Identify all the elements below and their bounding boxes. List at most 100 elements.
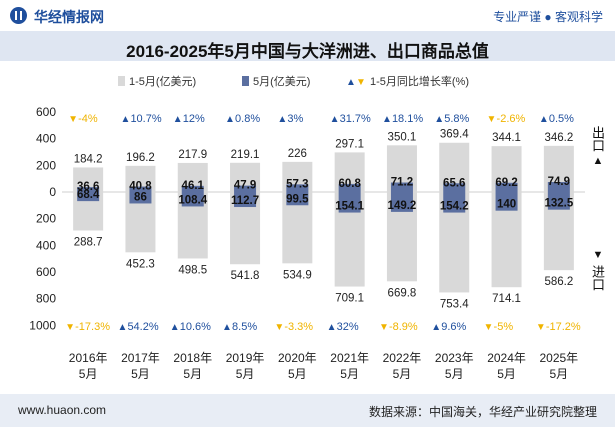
export-cumulative-label: 344.1 [492, 132, 521, 144]
export-cumulative-label: 350.1 [388, 131, 417, 143]
export-monthly-label: 57.3 [286, 178, 308, 190]
import-monthly-bar [495, 192, 518, 211]
y-tick-label: 400 [36, 132, 56, 146]
y-tick-label: 1000 [29, 318, 56, 332]
up-triangle-icon: ▲ [592, 155, 604, 167]
export-monthly-bar [286, 184, 309, 192]
y-tick-label: 800 [36, 292, 56, 306]
import-growth-label: -5% [494, 321, 514, 333]
import-monthly-bar [181, 192, 204, 207]
export-cumulative-label: 196.2 [126, 152, 155, 164]
data-source: 数据来源：中国海关，华经产业研究院整理 [368, 405, 597, 419]
category-label-year: 2021年 [330, 351, 369, 365]
category-label-month: 5月 [393, 367, 412, 381]
export-growth-label: -4% [78, 113, 98, 125]
y-tick-label: 200 [36, 158, 56, 172]
import-growth-arrow-icon: ▼ [274, 322, 284, 333]
import-growth-label: 8.5% [232, 321, 257, 333]
export-monthly-label: 74.9 [548, 176, 570, 188]
export-growth-label: 18.1% [392, 113, 423, 125]
import-monthly-label: 140 [497, 199, 516, 211]
export-growth-label: 0.8% [235, 113, 260, 125]
export-monthly-label: 36.6 [77, 181, 99, 193]
import-growth-arrow-icon: ▼ [536, 322, 546, 333]
export-monthly-bar [338, 183, 361, 192]
slogan: 专业严谨 ● 客观科学 [493, 10, 603, 24]
down-triangle-icon: ▼ [592, 249, 604, 261]
category-label-month: 5月 [236, 367, 255, 381]
import-cumulative-label: 586.2 [544, 276, 573, 288]
export-monthly-label: 71.2 [391, 177, 413, 189]
chart-title: 2016-2025年5月中国与大洋洲进、出口商品总值 [126, 42, 489, 61]
import-monthly-label: 112.7 [231, 195, 259, 207]
export-monthly-bar [547, 182, 570, 192]
import-cumulative-label: 288.7 [74, 236, 103, 248]
import-axis-label: ▼ 进口 [590, 248, 606, 291]
category-label-month: 5月 [497, 367, 516, 381]
top-bar: 华经情报网 专业严谨 ● 客观科学 [0, 0, 615, 30]
import-cumulative-label: 714.1 [492, 293, 521, 305]
export-cumulative-label: 184.2 [74, 153, 103, 165]
import-monthly-label: 99.5 [286, 193, 309, 205]
export-monthly-label: 46.1 [182, 180, 205, 192]
category-label-year: 2025年 [539, 351, 578, 365]
export-growth-arrow-icon: ▲ [120, 114, 130, 125]
category-label-year: 2017年 [121, 351, 160, 365]
export-cumulative-label: 346.2 [544, 132, 573, 144]
category-label-month: 5月 [550, 367, 569, 381]
import-cumulative-label: 534.9 [283, 269, 312, 281]
export-monthly-bar [129, 186, 152, 192]
y-tick-label: 600 [36, 105, 56, 119]
import-growth-arrow-icon: ▲ [170, 322, 180, 333]
import-growth-arrow-icon: ▲ [327, 322, 337, 333]
import-growth-arrow-icon: ▼ [65, 322, 75, 333]
import-monthly-bar [547, 192, 570, 210]
export-monthly-label: 47.9 [234, 180, 256, 192]
y-tick-label: 200 [36, 212, 56, 226]
export-axis-label: 出口 ▲ [590, 126, 606, 169]
import-growth-label: -17.3% [75, 321, 110, 333]
export-growth-arrow-icon: ▲ [539, 114, 549, 125]
category-label-year: 2016年 [69, 351, 108, 365]
export-monthly-bar [234, 185, 257, 192]
export-growth-arrow-icon: ▼ [68, 114, 78, 125]
import-growth-arrow-icon: ▲ [117, 322, 127, 333]
y-tick-label: 400 [36, 238, 56, 252]
import-monthly-bar [338, 192, 361, 213]
legend-growth-label: 1-5月同比增长率(%) [370, 74, 469, 88]
website-link[interactable]: www.huaon.com [18, 403, 107, 417]
import-cumulative-label: 753.4 [440, 298, 469, 310]
import-monthly-label: 149.2 [388, 200, 417, 212]
import-cumulative-label: 452.3 [126, 258, 155, 270]
import-monthly-bar [129, 192, 152, 204]
export-cumulative-label: 369.4 [440, 129, 469, 141]
category-label-month: 5月 [79, 367, 98, 381]
category-label-month: 5月 [445, 367, 464, 381]
logo-icon [10, 7, 27, 24]
export-monthly-bar [77, 187, 100, 192]
category-label-year: 2023年 [435, 351, 474, 365]
export-growth-arrow-icon: ▼ [487, 114, 497, 125]
export-cumulative-label: 219.1 [231, 149, 260, 161]
import-growth-label: -17.2% [546, 321, 581, 333]
export-monthly-bar [181, 185, 204, 192]
legend-cumulative-label: 1-5月(亿美元) [129, 75, 196, 88]
export-monthly-bar [390, 182, 413, 192]
export-growth-arrow-icon: ▲ [330, 114, 340, 125]
import-monthly-bar [234, 192, 257, 208]
export-growth-arrow-icon: ▲ [173, 114, 183, 125]
export-monthly-bar [443, 183, 466, 192]
import-growth-label: -3.3% [284, 321, 313, 333]
import-label: 进口 [590, 265, 605, 291]
footer [0, 394, 615, 427]
export-monthly-label: 40.8 [129, 181, 152, 193]
category-label-year: 2020年 [278, 351, 317, 365]
category-label-year: 2018年 [173, 351, 212, 365]
export-growth-label: 0.5% [549, 113, 574, 125]
category-label-month: 5月 [288, 367, 307, 381]
import-growth-arrow-icon: ▼ [379, 322, 389, 333]
import-growth-label: 10.6% [180, 321, 211, 333]
export-growth-arrow-icon: ▲ [382, 114, 392, 125]
export-monthly-label: 60.8 [338, 178, 361, 190]
legend-down-triangle-icon: ▼ [356, 77, 366, 88]
